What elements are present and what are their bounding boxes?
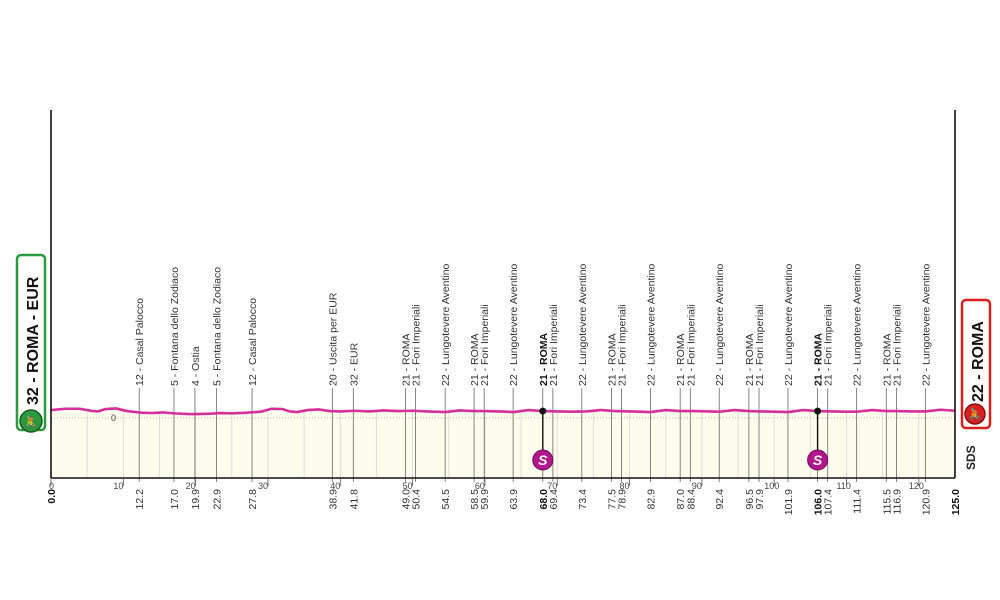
x-tick-label: 20 (186, 481, 196, 491)
waypoint-km: 87.0 (675, 489, 687, 510)
waypoint-label: 12 - Casal Palocco (247, 298, 259, 386)
finish-label: 22 - ROMA (970, 321, 987, 402)
waypoint-label: 22 - Lungotevere Aventino (508, 263, 520, 386)
finish-badge (960, 298, 992, 430)
waypoint-km: 63.9 (508, 489, 520, 510)
waypoint-km: 82.9 (646, 489, 658, 510)
waypoint-label: 21 - ROMA (813, 332, 825, 386)
waypoint-label: 21 - Fori Imperiali (754, 304, 766, 386)
sprint-point (539, 407, 547, 415)
sprint-point (814, 407, 822, 415)
finish-km: 125.0 (950, 489, 962, 515)
x-tick-label: 10 (113, 481, 123, 491)
x-tick-label: 100 (764, 481, 779, 491)
waypoint-km: 41.8 (348, 489, 360, 510)
sds-logo: SDS (964, 445, 978, 470)
waypoint-km: 96.5 (744, 489, 756, 510)
x-tick-label: 90 (692, 481, 702, 491)
start-icon-glyph: 🚴 (24, 415, 39, 429)
waypoint-km: 116.9 (891, 489, 903, 515)
waypoint-label: 32 - EUR (348, 342, 360, 386)
x-tick-label: 110 (837, 481, 851, 491)
waypoint-label: 22 - Lungotevere Aventino (646, 263, 658, 386)
waypoint-km: 59.9 (479, 489, 491, 510)
waypoint-label: 21 - Fori Imperiali (617, 304, 629, 386)
waypoint-km: 111.4 (852, 489, 864, 514)
cyclist-start-icon (19, 409, 43, 433)
waypoint-km: 97.9 (754, 489, 766, 510)
x-tick-label: 70 (547, 481, 557, 491)
waypoint-label: 21 - Fori Imperiali (548, 304, 560, 386)
waypoint-km: 12.2 (134, 489, 146, 510)
x-tick-label: 120 (909, 481, 924, 491)
waypoint-label: 5 - Fontana dello Zodiaco (169, 267, 181, 386)
waypoint-km: 22.9 (212, 489, 224, 510)
waypoint-label: 21 - Fori Imperiali (685, 304, 697, 386)
x-tick-label: 50 (403, 481, 413, 491)
waypoint-km: 50.4 (410, 489, 422, 510)
waypoint-label: 22 - Lungotevere Aventino (920, 263, 932, 386)
waypoint-km: 106.0 (813, 489, 825, 515)
waypoint-label: 22 - Lungotevere Aventino (783, 263, 795, 386)
waypoint-km: 54.5 (440, 489, 452, 510)
waypoint-km: 107.4 (823, 489, 835, 515)
finish-icon-glyph: 🚴 (968, 408, 982, 421)
start-label: 32 - ROMA - EUR (25, 276, 42, 405)
waypoint-label: 22 - Lungotevere Aventino (577, 263, 589, 386)
start-km: 0.0 (46, 489, 58, 504)
waypoint-km: 17.0 (169, 489, 181, 510)
waypoint-km: 92.4 (714, 489, 726, 510)
waypoint-label: 22 - Lungotevere Aventino (440, 263, 452, 386)
x-tick-label: 30 (258, 481, 268, 491)
waypoint-label: 21 - ROMA (606, 333, 618, 386)
waypoint-km: 68.0 (538, 489, 550, 510)
waypoint-label: 21 - Fori Imperiali (823, 304, 835, 386)
waypoint-km: 49.0 (400, 489, 412, 510)
waypoint-label: 21 - Fori Imperiali (410, 304, 422, 386)
waypoint-label: 21 - ROMA (538, 332, 550, 386)
profile-line (50, 407, 956, 416)
sprint-icon (532, 449, 554, 471)
zero-reference-label: 0 (111, 413, 116, 423)
x-tick-label: 80 (620, 481, 630, 491)
waypoint-label: 22 - Lungotevere Aventino (714, 263, 726, 386)
waypoint-label: 12 - Casal Palocco (134, 298, 146, 386)
x-tick-label: 60 (475, 481, 485, 491)
waypoint-km: 115.5 (881, 489, 893, 515)
waypoint-km: 19.9 (190, 489, 202, 510)
waypoint-label: 21 - ROMA (675, 333, 687, 386)
waypoint-km: 77.5 (606, 489, 618, 510)
waypoint-label: 20 - Uscita per EUR (327, 292, 339, 386)
sprint-icon-label: S (538, 452, 548, 468)
waypoint-label: 21 - ROMA (881, 333, 893, 386)
waypoint-label: 22 - Lungotevere Aventino (852, 263, 864, 386)
waypoint-km: 78.9 (617, 489, 629, 510)
waypoint-label: 21 - ROMA (400, 333, 412, 386)
waypoint-km: 120.9 (920, 489, 932, 515)
waypoint-km: 101.9 (783, 489, 795, 515)
waypoint-label: 5 - Fontana dello Zodiaco (212, 267, 224, 386)
profile-fill (51, 408, 955, 478)
waypoint-km: 58.5 (469, 489, 481, 510)
sprint-icon (807, 449, 829, 471)
sprint-icon-label: S (813, 452, 823, 468)
waypoint-km: 73.4 (577, 489, 589, 510)
waypoint-label: 21 - ROMA (744, 333, 756, 386)
waypoint-label: 4 - Ostia (190, 346, 202, 386)
waypoint-label: 21 - ROMA (469, 333, 481, 386)
waypoint-km: 69.4 (548, 489, 560, 510)
cyclist-finish-icon (964, 403, 986, 425)
x-tick-label: 40 (330, 481, 340, 491)
x-tick-label: 0 (49, 481, 54, 491)
waypoint-label: 21 - Fori Imperiali (479, 304, 491, 386)
waypoint-km: 27.8 (247, 489, 259, 510)
waypoint-km: 88.4 (685, 489, 697, 510)
waypoint-label: 21 - Fori Imperiali (891, 304, 903, 386)
waypoint-km: 38.9 (327, 489, 339, 510)
